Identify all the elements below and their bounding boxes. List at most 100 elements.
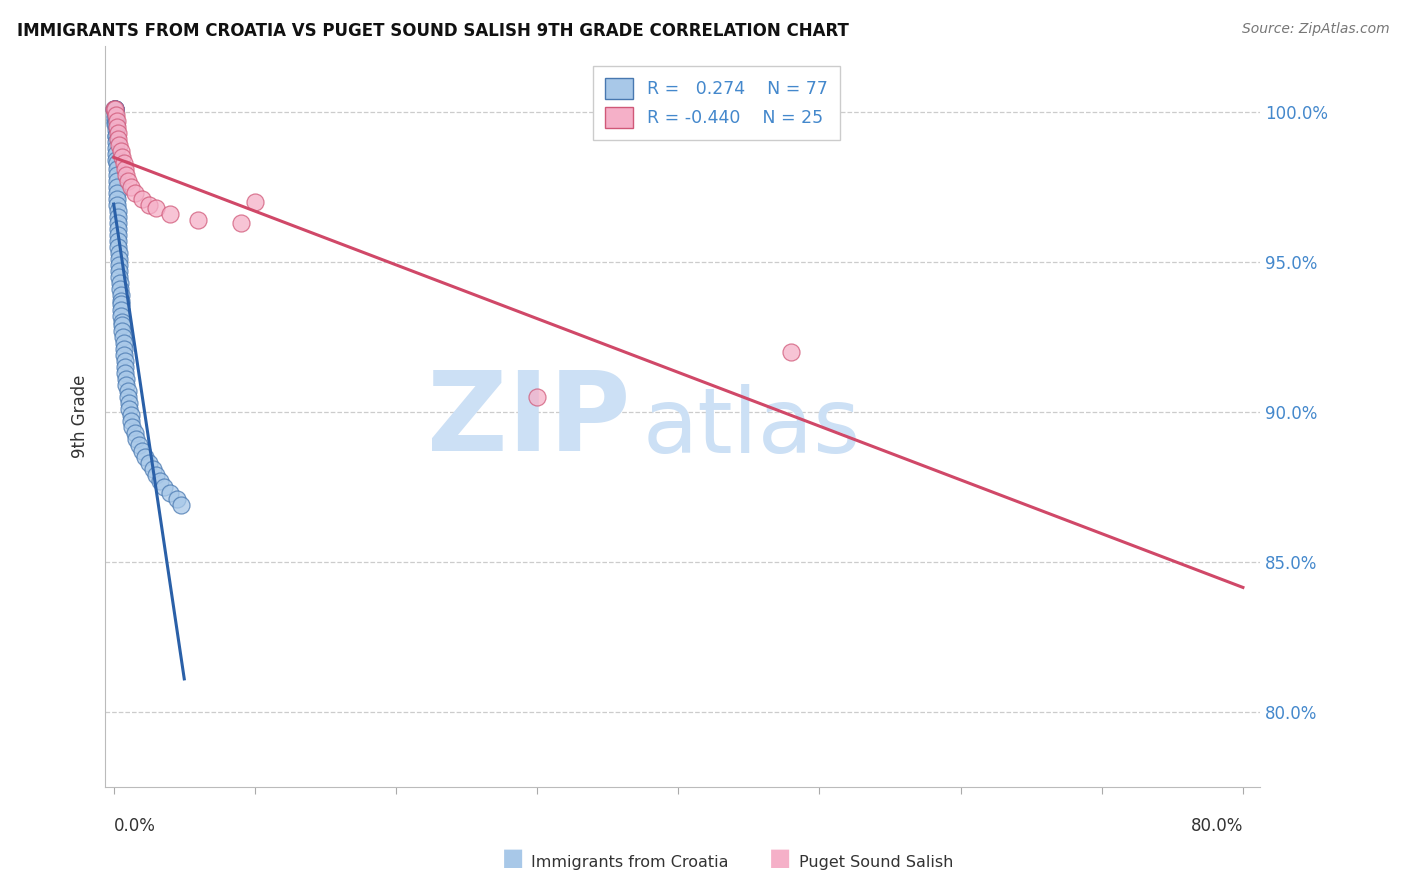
Point <box>104 108 127 122</box>
Point <box>105 147 128 161</box>
Point <box>166 491 188 506</box>
Point <box>103 102 125 116</box>
Point <box>145 467 167 482</box>
Point <box>131 443 153 458</box>
Point <box>107 240 129 254</box>
Text: atlas: atlas <box>643 384 860 472</box>
Point <box>112 335 135 350</box>
Text: IMMIGRANTS FROM CROATIA VS PUGET SOUND SALISH 9TH GRADE CORRELATION CHART: IMMIGRANTS FROM CROATIA VS PUGET SOUND S… <box>17 22 849 40</box>
Point <box>112 342 135 356</box>
Point <box>124 425 146 440</box>
Point <box>115 378 138 392</box>
Point <box>114 162 136 177</box>
Point <box>115 372 138 386</box>
Point <box>104 117 127 131</box>
Point <box>780 345 803 359</box>
Point <box>112 156 135 170</box>
Point <box>118 396 141 410</box>
Point <box>153 480 176 494</box>
Point <box>107 234 129 248</box>
Point <box>105 162 128 177</box>
Point <box>108 252 131 266</box>
Point <box>107 126 129 140</box>
Point <box>105 192 128 206</box>
Point <box>125 432 148 446</box>
Point <box>187 213 209 227</box>
Point <box>121 420 143 434</box>
Point <box>105 156 128 170</box>
Point <box>105 153 128 168</box>
Point <box>159 486 181 500</box>
Point <box>149 474 172 488</box>
Point <box>105 174 128 188</box>
Point <box>110 288 132 302</box>
Point <box>104 114 127 128</box>
Point <box>120 180 142 194</box>
Point <box>124 186 146 200</box>
Point <box>108 270 131 285</box>
Point <box>138 198 160 212</box>
Point <box>111 318 134 332</box>
Point <box>104 108 127 122</box>
Point <box>104 135 127 149</box>
Point <box>107 228 129 243</box>
Point <box>243 195 266 210</box>
Point <box>128 438 150 452</box>
Point <box>105 114 128 128</box>
Legend: R =   0.274    N = 77, R = -0.440    N = 25: R = 0.274 N = 77, R = -0.440 N = 25 <box>593 66 839 140</box>
Text: Immigrants from Croatia: Immigrants from Croatia <box>531 855 728 870</box>
Point <box>110 144 132 158</box>
Point <box>108 276 131 290</box>
Point <box>114 359 136 374</box>
Point <box>115 168 138 182</box>
Point <box>110 309 132 323</box>
Point <box>104 102 127 116</box>
Point <box>104 102 127 116</box>
Point <box>105 168 128 182</box>
Point <box>110 297 132 311</box>
Point <box>107 216 129 230</box>
Point <box>170 498 193 512</box>
Point <box>107 222 129 236</box>
Point <box>117 384 139 398</box>
Point <box>105 141 128 155</box>
Point <box>111 330 134 344</box>
Point <box>108 138 131 153</box>
Text: 80.0%: 80.0% <box>1191 816 1243 835</box>
Point <box>138 456 160 470</box>
Point <box>145 201 167 215</box>
Point <box>114 366 136 380</box>
Point <box>114 354 136 368</box>
Text: ■: ■ <box>769 846 792 870</box>
Point <box>104 102 127 116</box>
Point <box>111 315 134 329</box>
Point <box>142 462 165 476</box>
Point <box>108 258 131 272</box>
Point <box>108 264 131 278</box>
Text: 0.0%: 0.0% <box>114 816 156 835</box>
Point <box>110 303 132 318</box>
Point <box>104 102 127 116</box>
Point <box>105 180 128 194</box>
Point <box>120 414 142 428</box>
Point <box>104 123 127 137</box>
Y-axis label: 9th Grade: 9th Grade <box>72 375 89 458</box>
Point <box>107 210 129 224</box>
Text: ZIP: ZIP <box>427 367 630 474</box>
Point <box>103 102 125 116</box>
Point <box>107 132 129 146</box>
Point <box>104 129 127 144</box>
Point <box>118 401 141 416</box>
Point <box>159 207 181 221</box>
Point <box>117 174 139 188</box>
Point <box>105 120 128 135</box>
Point <box>110 293 132 308</box>
Point <box>104 129 127 144</box>
Point <box>111 324 134 338</box>
Point <box>103 102 125 116</box>
Point <box>104 117 127 131</box>
Point <box>105 198 128 212</box>
Point <box>107 204 129 219</box>
Point <box>105 186 128 200</box>
Point <box>111 150 134 164</box>
